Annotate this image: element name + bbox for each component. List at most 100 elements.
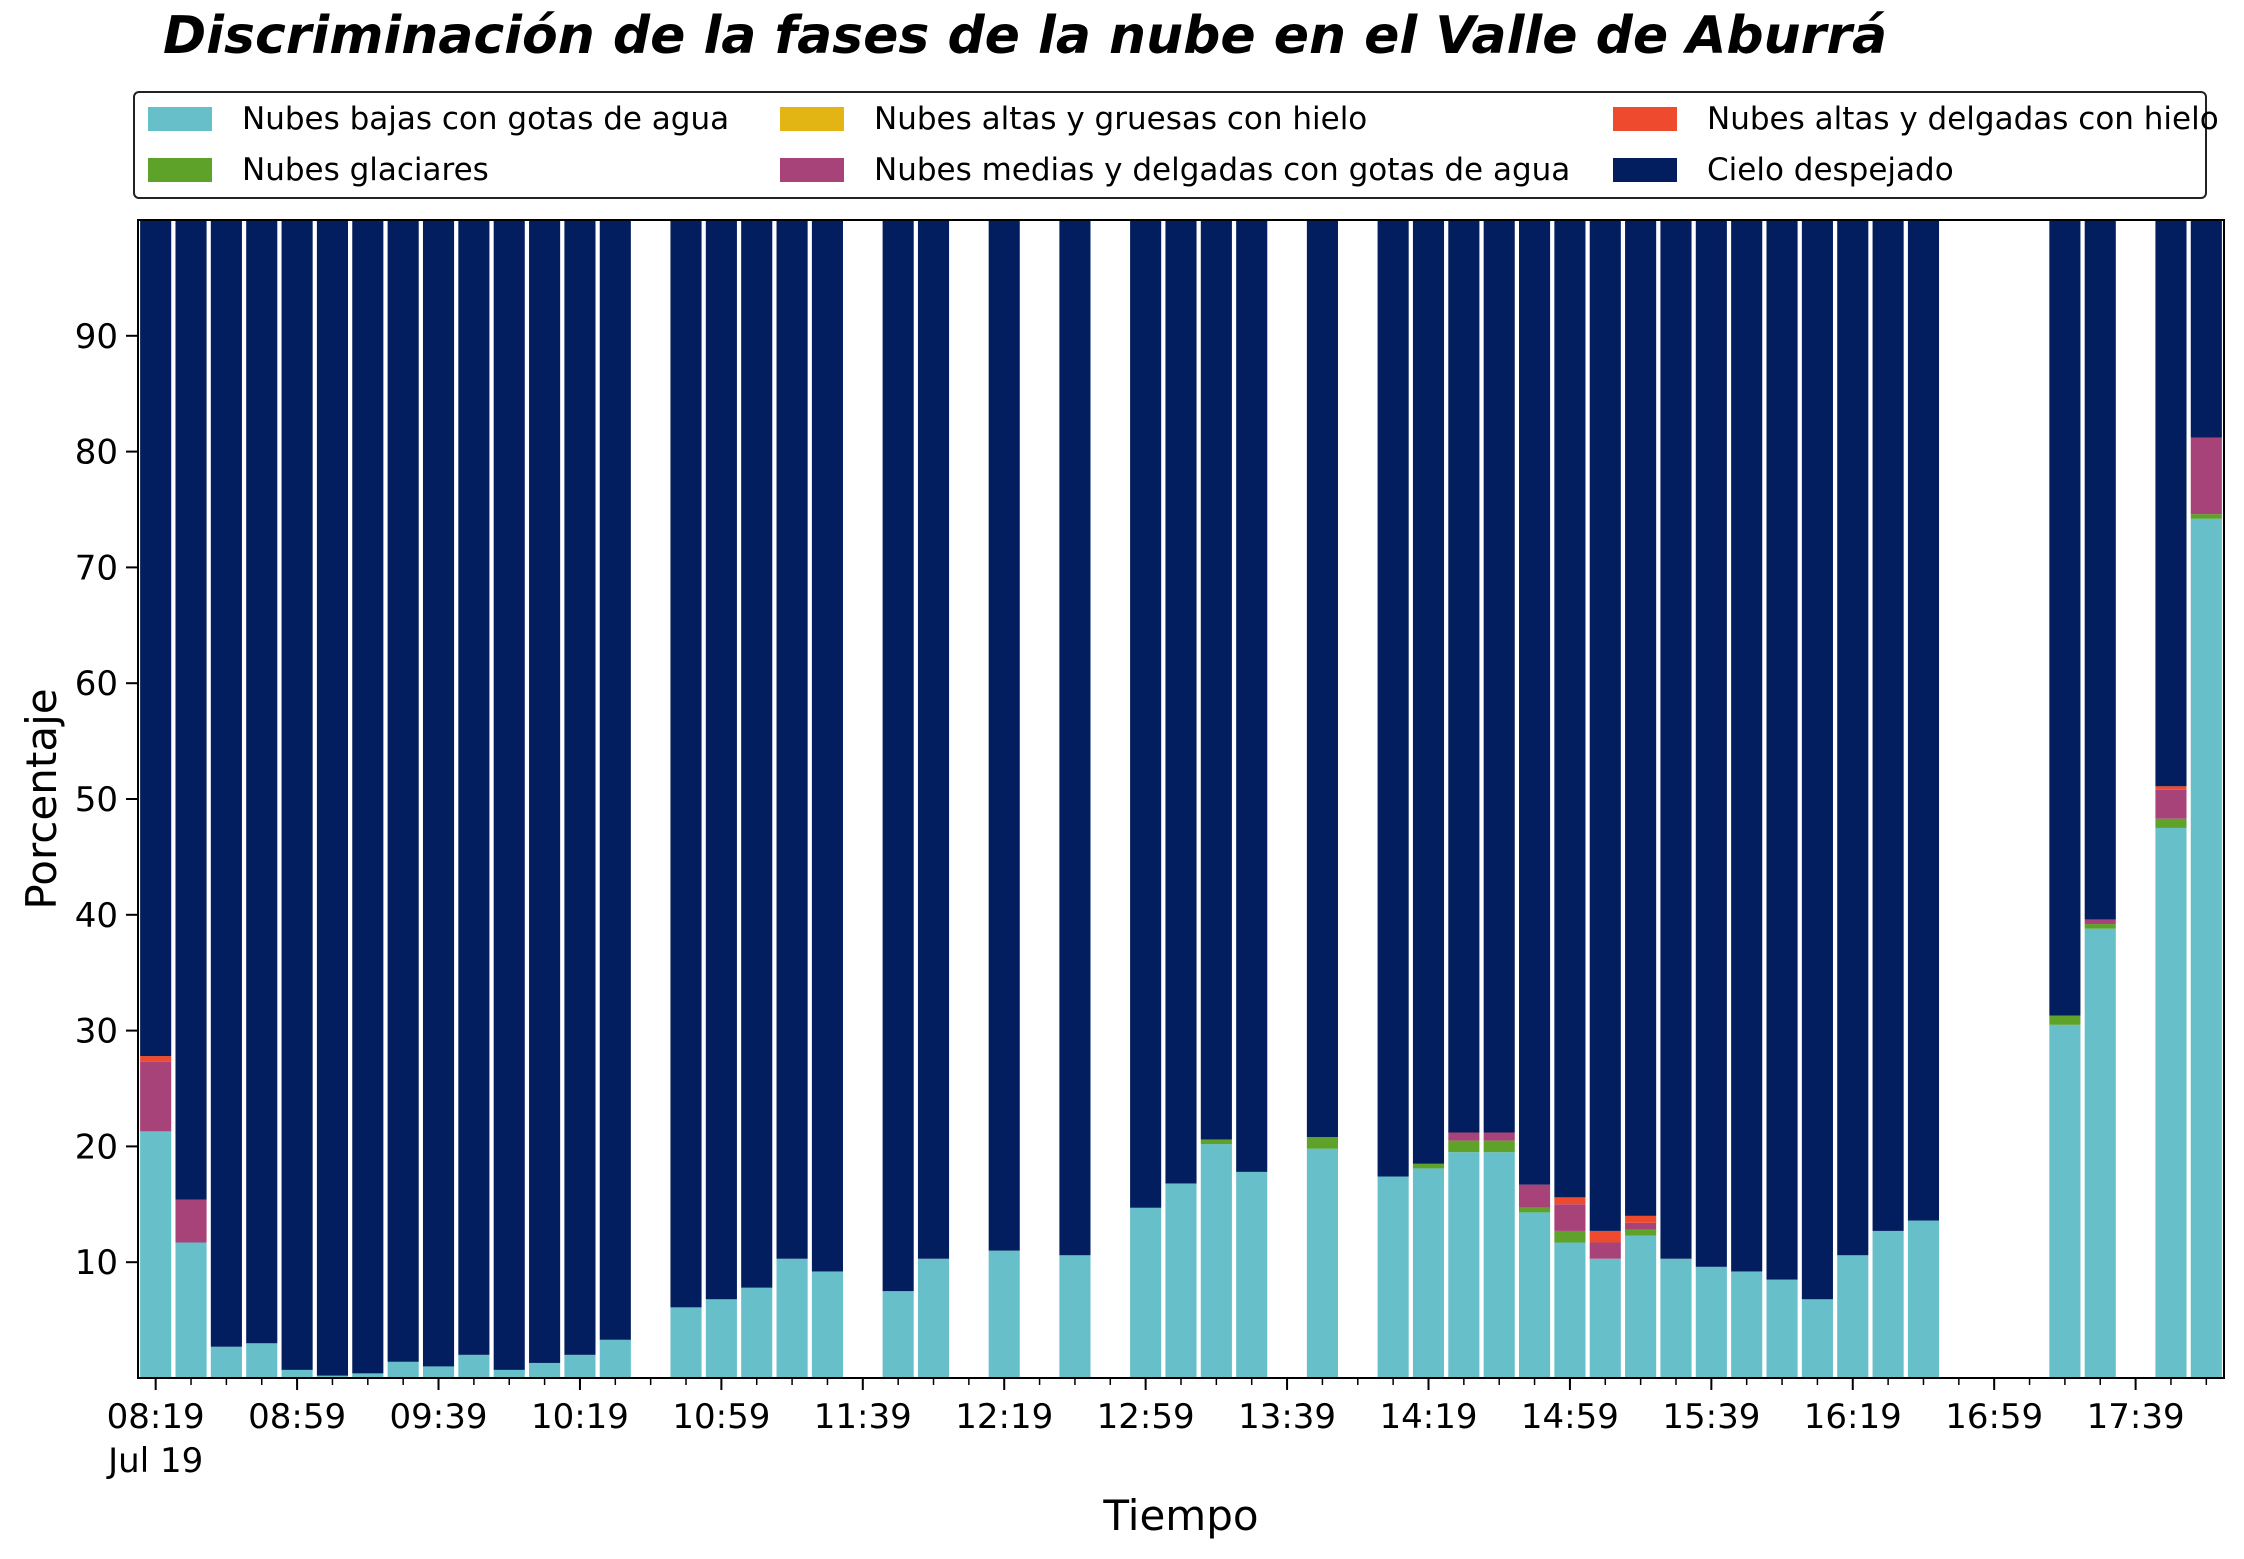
bar-segment-nubes-bajas-con-gotas-de-agua bbox=[917, 1258, 950, 1378]
bar-segment-cielo-despejado bbox=[564, 220, 596, 1355]
bar-segment-cielo-despejado bbox=[811, 220, 843, 1272]
bar-segment-cielo-despejado bbox=[1377, 220, 1409, 1177]
bar-segment-nubes-bajas-con-gotas-de-agua bbox=[1837, 1255, 1869, 1378]
bar-segment-nubes-bajas-con-gotas-de-agua bbox=[1377, 1176, 1409, 1378]
bar-segment-nubes-medias-y-delgadas-con-gotas-de-agua bbox=[175, 1199, 207, 1243]
legend-swatch bbox=[148, 158, 212, 182]
bar-segment-nubes-bajas-con-gotas-de-agua bbox=[882, 1291, 914, 1378]
bar-group-1159 bbox=[917, 220, 950, 1378]
bar-segment-nubes-bajas-con-gotas-de-agua bbox=[281, 1369, 313, 1378]
bar-segment-nubes-altas-y-delgadas-con-hielo bbox=[1625, 1215, 1657, 1223]
bar-group-0949 bbox=[458, 220, 490, 1378]
bar-segment-cielo-despejado bbox=[1130, 220, 1162, 1208]
bar-group-1429 bbox=[1448, 220, 1480, 1378]
bar-segment-cielo-despejado bbox=[988, 220, 1020, 1251]
bar-group-1759 bbox=[2190, 220, 2222, 1378]
y-tick-label: 40 bbox=[75, 896, 118, 936]
bar-segment-cielo-despejado bbox=[1801, 220, 1833, 1300]
legend-label: Nubes medias y delgadas con gotas de agu… bbox=[874, 152, 1571, 188]
bar-segment-cielo-despejado bbox=[1695, 220, 1727, 1267]
bar-segment-nubes-bajas-con-gotas-de-agua bbox=[2155, 827, 2187, 1378]
bar-segment-nubes-glaciares bbox=[1483, 1140, 1515, 1153]
bar-segment-nubes-bajas-con-gotas-de-agua bbox=[1907, 1220, 1940, 1378]
x-tick-label: 16:59 bbox=[1945, 1397, 2043, 1437]
bar-segment-cielo-despejado bbox=[281, 220, 313, 1370]
bar-segment-cielo-despejado bbox=[741, 220, 773, 1288]
bar-segment-cielo-despejado bbox=[175, 220, 207, 1200]
bar-segment-cielo-despejado bbox=[1554, 220, 1586, 1198]
bar-segment-nubes-altas-y-delgadas-con-hielo bbox=[1589, 1230, 1621, 1243]
y-tick-label: 30 bbox=[75, 1012, 118, 1052]
bar-segment-nubes-bajas-con-gotas-de-agua bbox=[1130, 1207, 1162, 1378]
bar-segment-cielo-despejado bbox=[246, 220, 278, 1344]
bar-segment-nubes-bajas-con-gotas-de-agua bbox=[1695, 1266, 1727, 1378]
bar-segment-cielo-despejado bbox=[1625, 220, 1657, 1216]
bar-segment-nubes-glaciares bbox=[1519, 1207, 1551, 1213]
bar-segment-nubes-bajas-con-gotas-de-agua bbox=[1306, 1148, 1338, 1378]
bar-group-1419 bbox=[1412, 220, 1445, 1378]
bar-segment-cielo-despejado bbox=[2049, 220, 2081, 1016]
bar-group-1519 bbox=[1625, 220, 1657, 1378]
bar-segment-cielo-despejado bbox=[1483, 220, 1515, 1133]
bar-segment-cielo-despejado bbox=[2155, 220, 2187, 787]
y-tick-label: 50 bbox=[75, 780, 118, 820]
legend-item-nubes-glaciares: Nubes glaciares bbox=[148, 150, 489, 190]
bar-segment-cielo-despejado bbox=[1059, 220, 1091, 1256]
x-tick-label: 15:39 bbox=[1662, 1397, 1760, 1437]
bar-group-0819 bbox=[140, 220, 172, 1378]
bar-segment-cielo-despejado bbox=[1766, 220, 1798, 1280]
chart-title: Discriminación de la fases de la nube en… bbox=[163, 6, 1888, 66]
bar-group-1009 bbox=[529, 220, 561, 1378]
bar-group-0909 bbox=[316, 220, 349, 1378]
bar-group-0839 bbox=[210, 220, 242, 1378]
legend-swatch bbox=[1613, 107, 1677, 131]
bar-group-1559 bbox=[1766, 220, 1798, 1378]
bar-group-1119 bbox=[776, 220, 808, 1378]
bar-segment-nubes-glaciares bbox=[2049, 1015, 2081, 1025]
bar-segment-nubes-bajas-con-gotas-de-agua bbox=[1519, 1212, 1551, 1378]
x-tick-label: 14:59 bbox=[1521, 1397, 1619, 1437]
bar-segment-nubes-bajas-con-gotas-de-agua bbox=[175, 1242, 207, 1378]
bar-segment-nubes-bajas-con-gotas-de-agua bbox=[387, 1361, 419, 1378]
bar-group-0859 bbox=[281, 220, 313, 1378]
bar-group-1239 bbox=[1059, 220, 1091, 1378]
bar-segment-nubes-bajas-con-gotas-de-agua bbox=[529, 1362, 561, 1378]
bar-segment-nubes-glaciares bbox=[1306, 1137, 1338, 1149]
bar-group-1549 bbox=[1731, 220, 1763, 1378]
bar-group-1259 bbox=[1130, 220, 1162, 1378]
legend: Nubes bajas con gotas de agua Nubes glac… bbox=[133, 91, 2219, 199]
bar-segment-cielo-despejado bbox=[140, 220, 172, 1057]
bar-segment-cielo-despejado bbox=[1731, 220, 1763, 1272]
bar-group-1539 bbox=[1695, 220, 1727, 1378]
bar-group-1149 bbox=[882, 220, 914, 1378]
bar-segment-nubes-medias-y-delgadas-con-gotas-de-agua bbox=[1554, 1204, 1586, 1231]
bar-segment-nubes-glaciares bbox=[2084, 924, 2116, 929]
bar-group-1019 bbox=[564, 220, 596, 1378]
bar-segment-cielo-despejado bbox=[2190, 220, 2222, 438]
bar-group-0939 bbox=[422, 220, 455, 1378]
y-tick-label: 60 bbox=[75, 664, 118, 704]
bar-segment-nubes-bajas-con-gotas-de-agua bbox=[1766, 1279, 1798, 1378]
legend-label: Nubes bajas con gotas de agua bbox=[242, 101, 730, 137]
bar-segment-cielo-despejado bbox=[917, 220, 950, 1259]
bar-group-1629 bbox=[1872, 220, 1904, 1378]
bar-group-0849 bbox=[246, 220, 278, 1378]
bar-segment-nubes-bajas-con-gotas-de-agua bbox=[1554, 1242, 1586, 1378]
x-tick-sublabel: Jul 19 bbox=[106, 1441, 203, 1481]
bar-segment-cielo-despejado bbox=[1236, 220, 1268, 1172]
bars-layer bbox=[140, 220, 2222, 1378]
bar-segment-nubes-bajas-con-gotas-de-agua bbox=[1165, 1183, 1197, 1378]
bar-segment-nubes-bajas-con-gotas-de-agua bbox=[1625, 1235, 1657, 1378]
legend-swatch bbox=[780, 107, 844, 131]
bar-group-1719 bbox=[2049, 220, 2081, 1378]
bar-group-1609 bbox=[1801, 220, 1833, 1378]
bar-segment-nubes-glaciares bbox=[1625, 1229, 1657, 1236]
bar-segment-nubes-medias-y-delgadas-con-gotas-de-agua bbox=[1483, 1132, 1515, 1141]
bar-group-1729 bbox=[2084, 220, 2116, 1378]
bar-segment-nubes-bajas-con-gotas-de-agua bbox=[316, 1375, 349, 1378]
legend-swatch bbox=[148, 107, 212, 131]
bar-group-1459 bbox=[1554, 220, 1586, 1378]
bar-segment-nubes-bajas-con-gotas-de-agua bbox=[1448, 1152, 1480, 1378]
bar-segment-nubes-bajas-con-gotas-de-agua bbox=[246, 1343, 278, 1378]
